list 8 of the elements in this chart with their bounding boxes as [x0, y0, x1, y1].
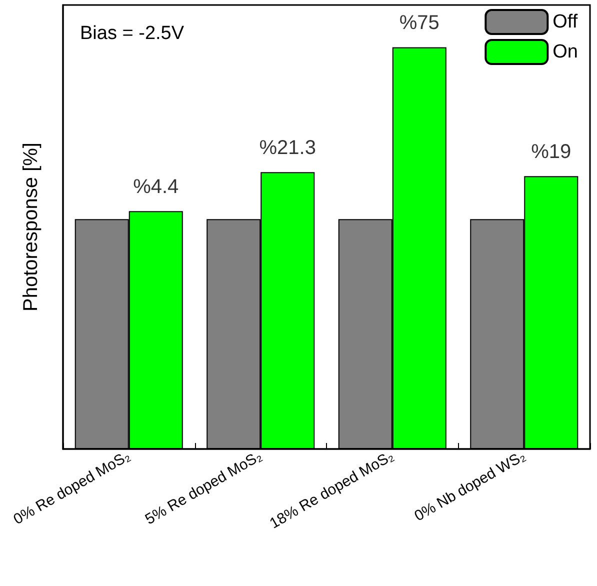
legend-label: Off: [552, 12, 578, 32]
annotation: %21.3: [259, 137, 316, 160]
annotation: %4.4: [133, 176, 179, 198]
legend-label: On: [552, 42, 578, 62]
annotation: %75: [399, 12, 440, 34]
annotation: %19: [531, 141, 572, 164]
text: Bias = -2.5V: [80, 23, 184, 44]
y-axis-title: Photoresponse [%]: [20, 142, 42, 312]
